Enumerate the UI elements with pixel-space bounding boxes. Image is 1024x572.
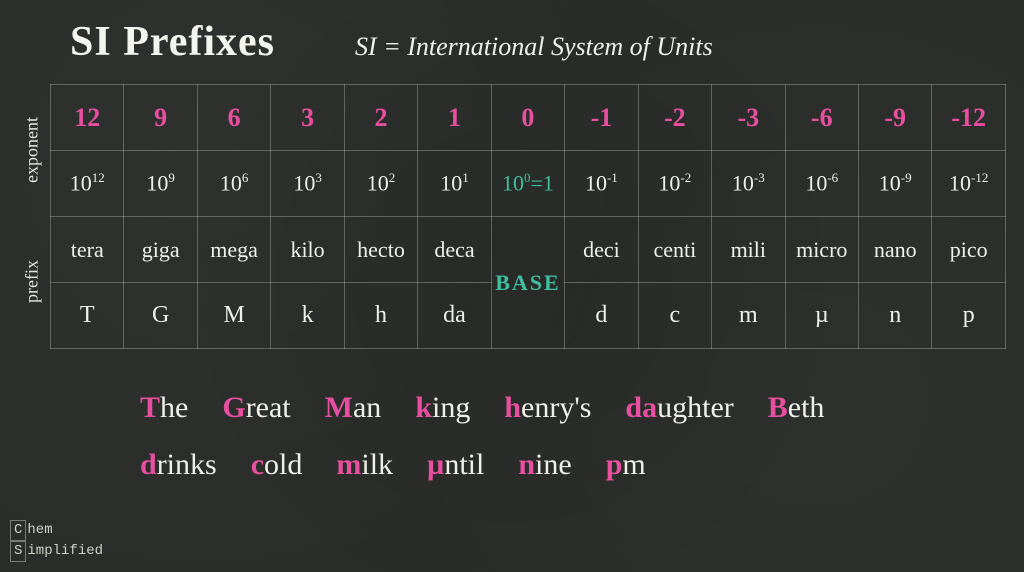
prefix-cell: kilo (271, 217, 344, 283)
pow-cell: 10-2 (638, 151, 711, 217)
exp-cell: -9 (858, 85, 931, 151)
sym-cell: M (197, 283, 270, 349)
sym-cell: h (344, 283, 417, 349)
exp-cell: -12 (932, 85, 1006, 151)
prefix-cell: mega (197, 217, 270, 283)
exp-cell: 2 (344, 85, 417, 151)
mnemonic-word: Beth (768, 379, 825, 436)
sym-cell: p (932, 283, 1006, 349)
side-label-exponent: exponent (14, 84, 50, 216)
mnemonic-row-1: The Great Man king henry's daughter Beth (140, 379, 1024, 436)
side-label-prefix: prefix (14, 216, 50, 348)
sym-cell: d (565, 283, 638, 349)
exp-cell: -6 (785, 85, 858, 151)
prefix-cell: micro (785, 217, 858, 283)
header: SI Prefixes SI = International System of… (0, 0, 1024, 76)
sym-cell: m (712, 283, 785, 349)
prefix-cell: tera (51, 217, 124, 283)
mnemonic-word: The (140, 379, 188, 436)
page-subtitle: SI = International System of Units (355, 32, 713, 62)
pow-cell: 10-12 (932, 151, 1006, 217)
exp-cell: -1 (565, 85, 638, 151)
exp-cell: 3 (271, 85, 344, 151)
exp-cell: 9 (124, 85, 197, 151)
page-title: SI Prefixes (70, 18, 275, 66)
exp-cell: 1 (418, 85, 491, 151)
mnemonic-word: cold (251, 436, 303, 493)
exp-cell: -2 (638, 85, 711, 151)
power-row: 1012 109 106 103 102 101 100=1 10-1 10-2… (51, 151, 1006, 217)
mnemonic-word: pm (606, 436, 646, 493)
prefix-cell: giga (124, 217, 197, 283)
sym-cell: n (858, 283, 931, 349)
exp-cell: 12 (51, 85, 124, 151)
mnemonic-word: nine (518, 436, 571, 493)
si-table-wrap: exponent prefix 12 9 6 3 2 1 0 -1 -2 -3 … (14, 84, 1024, 349)
pow-cell: 103 (271, 151, 344, 217)
pow-cell: 109 (124, 151, 197, 217)
mnemonic-word: Man (325, 379, 382, 436)
prefix-cell: pico (932, 217, 1006, 283)
mnemonic-word: Great (222, 379, 290, 436)
prefix-cell: hecto (344, 217, 417, 283)
pow-cell: 10-6 (785, 151, 858, 217)
mnemonic-word: milk (336, 436, 393, 493)
mnemonic-row-2: drinks cold milk µntil nine pm (140, 436, 1024, 493)
pow-cell: 102 (344, 151, 417, 217)
prefix-name-row: tera giga mega kilo hecto deca BASE deci… (51, 217, 1006, 283)
pow-cell: 10-9 (858, 151, 931, 217)
exp-cell: 0 (491, 85, 564, 151)
exp-cell: 6 (197, 85, 270, 151)
pow-cell: 101 (418, 151, 491, 217)
prefix-cell: deca (418, 217, 491, 283)
mnemonic-word: drinks (140, 436, 217, 493)
mnemonic: The Great Man king henry's daughter Beth… (0, 379, 1024, 493)
brand-logo: Chem Simplified (10, 520, 103, 562)
sym-cell: µ (785, 283, 858, 349)
pow-cell: 10-1 (565, 151, 638, 217)
prefix-cell: deci (565, 217, 638, 283)
pow-cell: 106 (197, 151, 270, 217)
exponent-row: 12 9 6 3 2 1 0 -1 -2 -3 -6 -9 -12 (51, 85, 1006, 151)
mnemonic-word: henry's (504, 379, 591, 436)
pow-cell: 1012 (51, 151, 124, 217)
sym-cell: T (51, 283, 124, 349)
pow-cell: 10-3 (712, 151, 785, 217)
prefix-cell: mili (712, 217, 785, 283)
base-cell: BASE (491, 217, 564, 349)
sym-cell: k (271, 283, 344, 349)
mnemonic-word: µntil (427, 436, 484, 493)
mnemonic-word: daughter (625, 379, 733, 436)
sym-cell: c (638, 283, 711, 349)
prefix-cell: nano (858, 217, 931, 283)
exp-cell: -3 (712, 85, 785, 151)
sym-cell: da (418, 283, 491, 349)
side-labels: exponent prefix (14, 84, 50, 349)
pow-cell-base: 100=1 (491, 151, 564, 217)
prefix-cell: centi (638, 217, 711, 283)
si-prefix-table: 12 9 6 3 2 1 0 -1 -2 -3 -6 -9 -12 1012 1… (50, 84, 1006, 349)
mnemonic-word: king (415, 379, 470, 436)
sym-cell: G (124, 283, 197, 349)
